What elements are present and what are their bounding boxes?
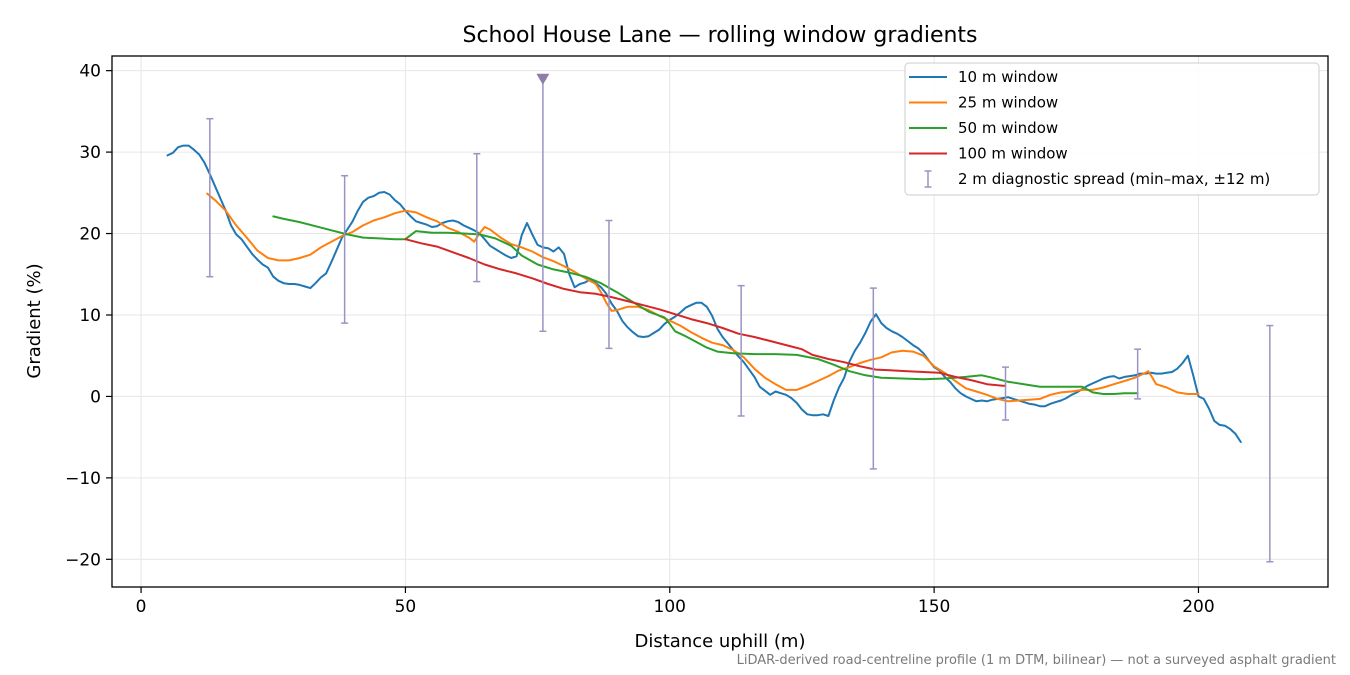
y-tick-label: 20 <box>79 225 101 245</box>
chart-title: School House Lane — rolling window gradi… <box>462 23 977 48</box>
series-line-3 <box>272 215 1139 395</box>
x-tick-label: 100 <box>654 597 686 617</box>
footnote: LiDAR-derived road-centreline profile (1… <box>737 653 1336 668</box>
legend: 10 m window 25 m window 50 m window 100 m w… <box>904 62 1320 196</box>
y-tick-label: −20 <box>65 550 101 570</box>
series-line-4 <box>404 238 1007 387</box>
legend-label: 2 m diagnostic spread (min–max, ±12 m) <box>958 170 1270 188</box>
y-axis-title: Gradient (%) <box>24 263 45 378</box>
x-tick-label: 0 <box>136 597 147 617</box>
diagnostic-spread-bars <box>206 73 1274 563</box>
grid-lines <box>112 56 1328 587</box>
x-tick-label: 50 <box>395 597 417 617</box>
plot-frame <box>111 55 1329 588</box>
clipped-max-marker <box>536 73 550 85</box>
y-tick-label: 40 <box>79 62 101 82</box>
legend-label: 50 m window <box>958 119 1058 137</box>
axis-ticks: 0 50 100 150 200 −20 −10 0 10 20 30 40 <box>65 62 1215 617</box>
series-lines <box>166 144 1242 443</box>
x-axis-title: Distance uphill (m) <box>635 631 806 652</box>
y-tick-label: −10 <box>65 469 101 489</box>
legend-label: 100 m window <box>958 145 1068 163</box>
legend-label: 10 m window <box>958 68 1058 86</box>
y-tick-label: 30 <box>79 143 101 163</box>
y-tick-label: 0 <box>90 387 101 407</box>
series-line-2 <box>206 192 1200 403</box>
x-tick-label: 200 <box>1182 597 1214 617</box>
series-line-1 <box>166 144 1242 443</box>
legend-box <box>904 62 1320 196</box>
legend-label: 25 m window <box>958 94 1058 112</box>
x-tick-label: 150 <box>918 597 950 617</box>
y-tick-label: 10 <box>79 306 101 326</box>
